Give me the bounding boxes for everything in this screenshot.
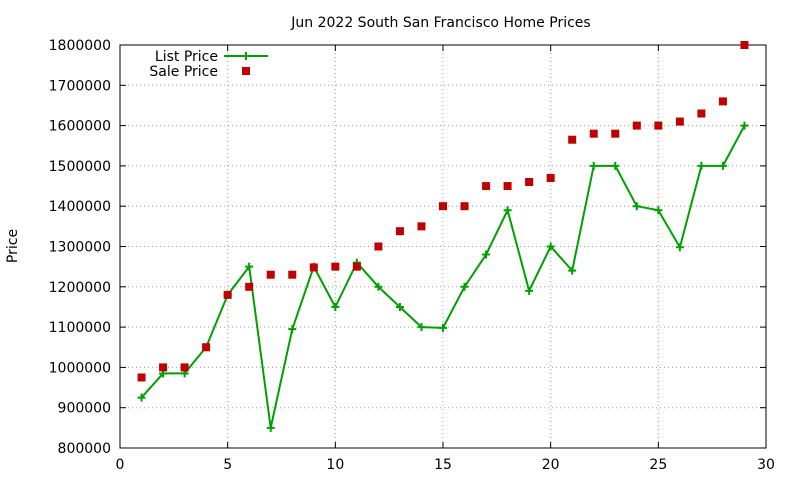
sale-price-point	[675, 117, 684, 126]
list-price-point	[266, 423, 275, 432]
sale-price-point	[482, 182, 491, 191]
x-tick-label: 0	[116, 457, 125, 473]
y-tick-label: 1300000	[49, 240, 111, 256]
legend-label: Sale Price	[149, 64, 218, 80]
y-tick-label: 1800000	[49, 38, 111, 54]
sale-price-point	[417, 222, 426, 231]
y-tick-label: 1500000	[49, 159, 111, 175]
sale-price-point	[589, 129, 598, 138]
sale-price-point	[611, 129, 620, 138]
chart-title: Jun 2022 South San Francisco Home Prices	[290, 15, 590, 31]
legend-swatch-plus	[242, 52, 250, 60]
list-price-point	[632, 202, 641, 211]
axis-ticks: 800000 900000 1000000 1100000 1200000 1300000…	[49, 38, 775, 473]
sale-price-point	[503, 182, 512, 191]
y-tick-label: 1400000	[49, 199, 111, 215]
x-tick-label: 15	[434, 457, 452, 473]
list-price-point	[245, 262, 254, 271]
list-price-point	[697, 161, 706, 170]
sale-price-point	[718, 97, 727, 106]
sale-price-point	[439, 202, 447, 211]
list-price-point	[331, 302, 340, 311]
list-price-point	[439, 323, 447, 332]
sale-price-point	[632, 121, 641, 130]
x-tick-label: 20	[542, 457, 560, 473]
series-layer	[137, 41, 749, 432]
list-price-point	[546, 242, 555, 251]
list-price-point	[525, 286, 534, 295]
sale-price-point	[352, 262, 361, 271]
sale-price-point	[654, 121, 663, 130]
list-price-point	[395, 302, 404, 311]
sale-price-point	[525, 178, 534, 187]
list-price-point	[611, 161, 620, 170]
list-price-point	[568, 266, 577, 275]
list-price-point	[503, 206, 512, 215]
sale-price-point	[309, 263, 318, 272]
sale-price-point	[395, 227, 404, 236]
sale-price-point	[245, 282, 254, 291]
y-tick-label: 900000	[58, 401, 111, 417]
y-tick-label: 1100000	[49, 320, 111, 336]
list-price-point	[374, 282, 383, 291]
x-tick-label: 30	[757, 457, 775, 473]
sale-price-point	[137, 373, 146, 382]
list-price-point	[718, 161, 727, 170]
list-price-line	[140, 125, 746, 429]
sale-price-point	[546, 173, 555, 182]
sale-price-point	[202, 343, 211, 352]
x-tick-label: 10	[326, 457, 344, 473]
y-tick-label: 1200000	[49, 280, 111, 296]
sale-price-point	[266, 270, 275, 279]
sale-price-point	[740, 41, 749, 49]
y-tick-label: 1700000	[49, 78, 111, 94]
sale-price-point	[159, 363, 168, 372]
y-tick-label: 800000	[58, 441, 111, 457]
legend-label: List Price	[155, 49, 218, 65]
sale-price-point	[223, 290, 232, 299]
sale-price-point	[180, 363, 189, 372]
sale-price-point	[331, 262, 340, 271]
sale-price-point	[288, 270, 297, 279]
sale-price-point	[697, 109, 706, 118]
list-price-point	[482, 250, 491, 259]
list-price-point	[288, 325, 297, 334]
list-price-point	[589, 161, 598, 170]
x-tick-label: 25	[649, 457, 667, 473]
sale-price-point	[374, 242, 383, 251]
gridlines	[120, 45, 766, 448]
list-price-point	[675, 243, 684, 252]
legend-swatch-square	[242, 67, 250, 75]
sale-price-point	[568, 135, 577, 144]
x-tick-label: 5	[223, 457, 232, 473]
list-price-point	[417, 323, 426, 332]
list-price-point	[740, 121, 749, 130]
y-axis-label: Price	[5, 229, 21, 263]
sale-price-point	[460, 202, 469, 211]
y-tick-label: 1600000	[49, 119, 111, 135]
list-price-point	[654, 206, 663, 215]
list-price-point	[460, 282, 469, 291]
list-price-point	[137, 393, 146, 402]
y-tick-label: 1000000	[49, 360, 111, 376]
